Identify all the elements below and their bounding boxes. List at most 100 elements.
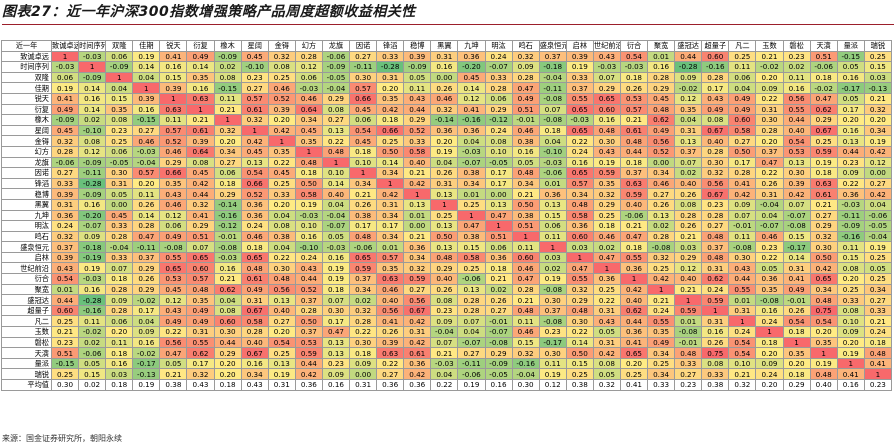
correlation-cell: 0.41 xyxy=(728,177,757,190)
correlation-cell: 1 xyxy=(755,326,784,338)
correlation-cell: -0.03 xyxy=(430,357,459,370)
correlation-cell: 0.37 xyxy=(538,304,567,317)
table-row: 玉数 0.21 -0.02 0.20 0.09 0.22 0.31 0.30 0.28 0.20 0… xyxy=(1,326,892,338)
correlation-cell: 0.48 xyxy=(430,251,459,264)
correlation-cell: 0.33 xyxy=(484,71,513,84)
correlation-cell: 0.60 xyxy=(50,304,80,317)
correlation-cell: 0.58 xyxy=(565,209,594,222)
average-cell: 0.23 xyxy=(674,379,703,391)
correlation-cell: 0.54 xyxy=(809,315,838,328)
correlation-cell: -0.05 xyxy=(484,156,513,169)
correlation-cell: 0.09 xyxy=(349,357,378,370)
correlation-cell: 0.32 xyxy=(349,304,378,317)
correlation-cell: 0.36 xyxy=(755,273,784,285)
correlation-cell: 0.06 xyxy=(349,114,378,126)
correlation-cell: 0.10 xyxy=(836,315,865,328)
correlation-cell: 0.63 xyxy=(619,177,649,190)
correlation-cell: 0.31 xyxy=(674,124,703,137)
column-header: 橡木 xyxy=(213,40,242,52)
correlation-cell: 0.31 xyxy=(403,326,432,338)
correlation-cell: 0.42 xyxy=(294,368,323,380)
correlation-cell: 0.28 xyxy=(728,167,757,179)
correlation-cell: 1 xyxy=(484,220,513,232)
correlation-cell: 0.32 xyxy=(267,50,296,63)
correlation-cell: 0.06 xyxy=(484,92,513,105)
correlation-cell: 0.27 xyxy=(321,114,351,126)
correlation-cell: 0.09 xyxy=(836,167,865,179)
correlation-cell: 0.35 xyxy=(782,347,811,359)
correlation-cell: 0.16 xyxy=(592,114,621,126)
correlation-cell: 0.35 xyxy=(376,92,405,105)
correlation-cell: -0.03 xyxy=(565,114,594,126)
correlation-cell: -0.07 xyxy=(782,209,811,222)
correlation-cell: 0.46 xyxy=(511,326,540,338)
correlation-cell: 0.08 xyxy=(836,304,865,317)
correlation-cell: 0.21 xyxy=(403,230,432,243)
correlation-cell: 0.19 xyxy=(863,241,892,253)
correlation-cell: -0.10 xyxy=(240,61,269,73)
correlation-cell: 0.08 xyxy=(105,114,134,126)
correlation-cell: 0.34 xyxy=(376,209,405,222)
correlation-cell: 0.43 xyxy=(159,304,188,317)
correlation-cell: -0.03 xyxy=(457,145,486,158)
correlation-cell: 1 xyxy=(674,294,703,306)
correlation-cell: -0.11 xyxy=(132,241,161,253)
correlation-cell: 0.28 xyxy=(105,230,134,243)
correlation-cell: 0.27 xyxy=(863,177,892,190)
correlation-cell: 0.40 xyxy=(782,124,811,137)
correlation-cell: 0.34 xyxy=(647,347,676,359)
table-row: 明汯 0.24 -0.07 0.33 0.28 0.06 0.29 -0.12 0.24 0.08… xyxy=(1,220,892,232)
correlation-cell: 0.43 xyxy=(728,262,757,275)
correlation-cell: 0.36 xyxy=(457,124,486,137)
correlation-cell: 0.45 xyxy=(105,209,134,222)
correlation-cell: 0.59 xyxy=(592,167,621,179)
column-header: 盛冠达 xyxy=(674,40,703,52)
correlation-cell: 0.31 xyxy=(782,262,811,275)
correlation-cell: 0.61 xyxy=(809,188,838,200)
correlation-cell: 0.57 xyxy=(376,251,405,264)
correlation-cell: 0.36 xyxy=(619,262,649,275)
correlation-cell: -0.06 xyxy=(349,241,378,253)
correlation-cell: -0.08 xyxy=(159,241,188,253)
correlation-cell: 0.00 xyxy=(863,167,892,179)
correlation-cell: 0.57 xyxy=(565,177,594,190)
correlation-cell: 0.64 xyxy=(186,145,215,158)
correlation-cell: 0.07 xyxy=(321,294,351,306)
table-row: 天演 0.51 -0.06 0.18 -0.02 0.47 0.62 0.29 0.67 0.25… xyxy=(1,347,892,359)
correlation-cell: 0.61 xyxy=(186,124,215,137)
correlation-cell: 0.45 xyxy=(647,92,676,105)
correlation-cell: 0.62 xyxy=(647,114,676,126)
correlation-cell: -0.08 xyxy=(538,92,567,105)
correlation-cell: 0.28 xyxy=(132,220,161,232)
correlation-cell: 0.48 xyxy=(647,103,676,116)
correlation-cell: 0.47 xyxy=(484,209,513,222)
correlation-cell: 0.54 xyxy=(240,167,269,179)
correlation-cell: 0.42 xyxy=(728,188,757,200)
correlation-cell: 0.26 xyxy=(484,294,513,306)
table-header-row: 近一年 致诚卓远 时间序列 双隆 佳期 锐天 衍复 橡木 星阔 金锝 幻方 龙旗 因诺 锋滔 稳博 黑翼 九坤… xyxy=(1,40,892,52)
correlation-cell: 0.11 xyxy=(159,114,188,126)
correlation-cell: 0.58 xyxy=(457,251,486,264)
correlation-cell: 0.08 xyxy=(267,220,296,232)
correlation-cell: 0.48 xyxy=(240,262,269,275)
correlation-cell: 0.05 xyxy=(321,230,351,243)
correlation-cell: 0.30 xyxy=(755,114,784,126)
correlation-cell: 0.08 xyxy=(701,357,730,370)
correlation-cell: 0.18 xyxy=(484,262,513,275)
correlation-cell: 0.17 xyxy=(186,357,215,370)
correlation-cell: 0.46 xyxy=(511,124,540,137)
correlation-cell: 0.19 xyxy=(863,135,892,147)
correlation-cell: -0.01 xyxy=(484,315,513,328)
correlation-cell: 0.45 xyxy=(349,103,378,116)
correlation-cell: -0.05 xyxy=(105,156,134,169)
correlation-cell: 0.18 xyxy=(782,326,811,338)
table-row: 超量子 0.60 -0.16 0.28 0.17 0.43 0.49 0.08 0.67 0.40… xyxy=(1,304,892,317)
correlation-cell: 0.11 xyxy=(105,336,134,349)
correlation-cell: -0.06 xyxy=(457,273,486,285)
correlation-cell: 0.08 xyxy=(836,262,865,275)
average-cell: 0.31 xyxy=(349,379,378,391)
correlation-cell: 0.21 xyxy=(863,315,892,328)
correlation-cell: 0.39 xyxy=(50,188,80,200)
correlation-cell: -0.28 xyxy=(674,61,703,73)
average-cell: 0.19 xyxy=(457,379,486,391)
